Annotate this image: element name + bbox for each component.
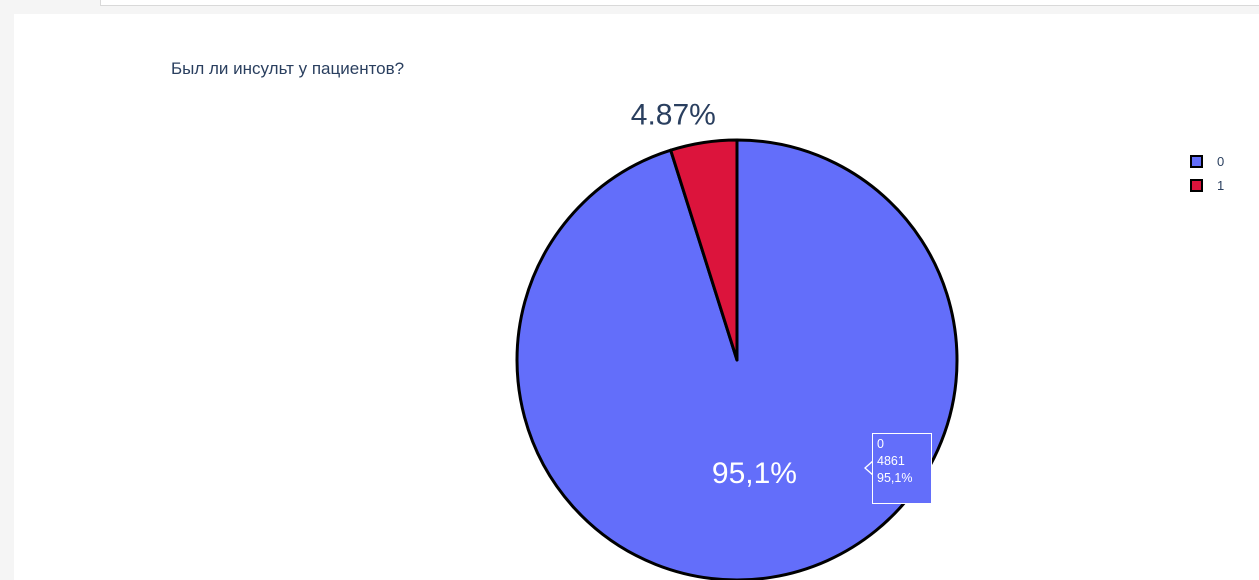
pie-slice-1[interactable] — [669, 138, 739, 362]
legend-label-1: 1 — [1217, 177, 1225, 193]
legend-label-0: 0 — [1217, 153, 1225, 169]
chart-title: Был ли инсульт у пациентов? — [171, 59, 405, 78]
legend-swatch-0 — [1190, 154, 1203, 168]
legend-swatch-1 — [1190, 178, 1203, 192]
hover-tooltip: 0 4861 95,1% — [872, 433, 932, 504]
pie-label-1: 4.87% — [631, 99, 716, 132]
legend[interactable]: 0 1 — [1190, 149, 1224, 197]
pie-slices — [515, 138, 959, 580]
legend-item-1[interactable]: 1 — [1190, 173, 1224, 197]
tooltip-value: 4861 — [877, 454, 905, 468]
legend-item-0[interactable]: 0 — [1190, 149, 1224, 173]
pie-label-0: 95,1% — [712, 457, 797, 490]
pie-labels: 95,1% 4.87% — [631, 99, 797, 490]
tooltip-percent: 95,1% — [877, 471, 913, 485]
tooltip-label: 0 — [877, 437, 884, 451]
output-cell-border — [100, 0, 1259, 6]
tooltip-arrow-fill — [866, 461, 874, 475]
